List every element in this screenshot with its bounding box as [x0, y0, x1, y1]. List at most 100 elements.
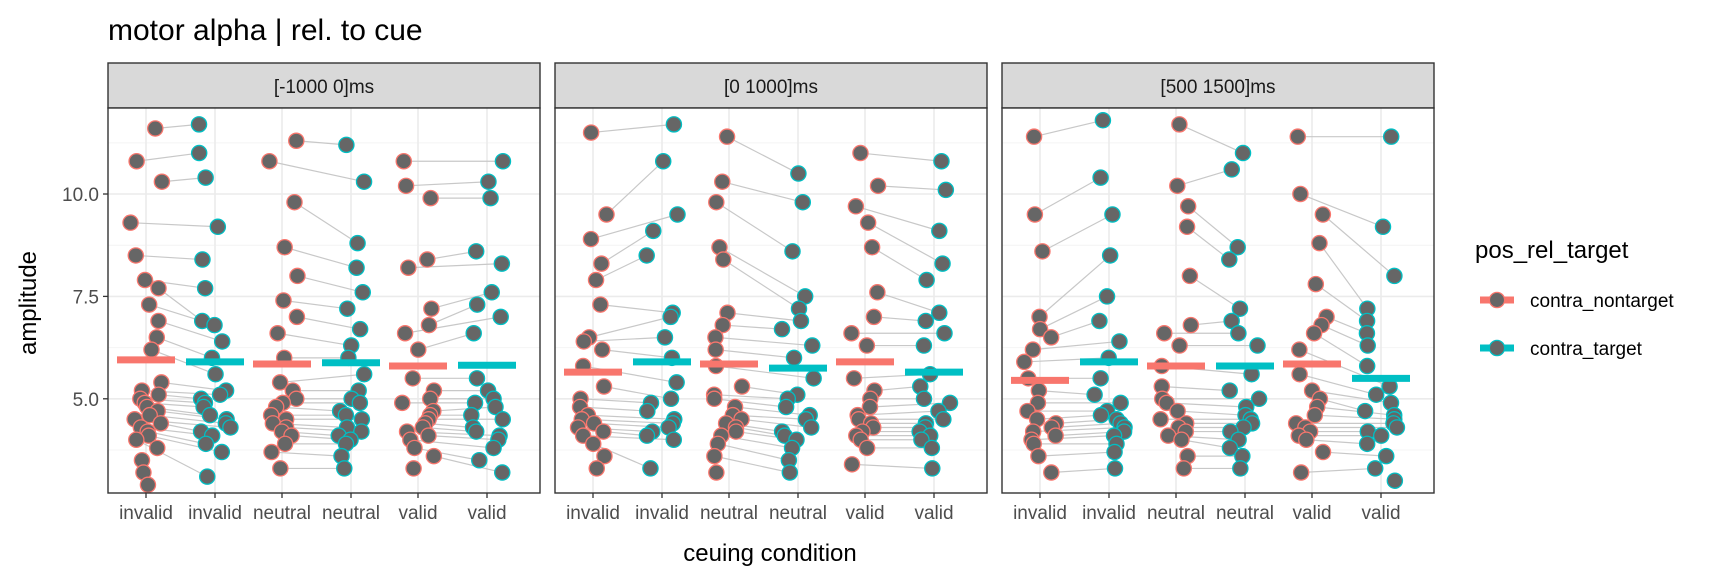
- data-point: [1169, 402, 1186, 420]
- subject-connect-line: [719, 246, 806, 297]
- data-point: [1221, 251, 1238, 268]
- data-point: [859, 214, 877, 231]
- subject-connect-line: [404, 316, 501, 334]
- subject-connect-line: [1300, 193, 1384, 228]
- x-tick-label: invalid: [1013, 503, 1067, 524]
- data-point: [351, 320, 369, 338]
- data-point: [494, 152, 512, 170]
- data-point: [149, 439, 166, 457]
- data-point: [150, 386, 167, 403]
- x-tick-label: invalid: [1082, 503, 1136, 524]
- x-tick-label: valid: [398, 503, 437, 524]
- subject-connect-line: [1038, 390, 1095, 396]
- subject-connect-line: [1177, 410, 1246, 416]
- data-point: [222, 419, 239, 436]
- data-point: [485, 439, 502, 457]
- panel-border: [107, 107, 541, 494]
- subject-connect-line: [741, 418, 812, 429]
- subject-connect-line: [1186, 226, 1230, 261]
- data-point: [587, 271, 605, 289]
- subject-connect-line: [1038, 451, 1115, 457]
- subject-connect-line: [1314, 414, 1395, 420]
- data-point: [338, 136, 355, 154]
- data-point: [790, 165, 807, 182]
- subject-connect-line: [602, 349, 673, 359]
- data-point: [708, 193, 725, 211]
- subject-connect-line: [431, 291, 492, 310]
- data-point: [397, 177, 415, 195]
- data-point: [1091, 312, 1108, 330]
- data-point: [206, 316, 223, 334]
- data-point: [642, 460, 659, 477]
- x-tick-label: valid: [1292, 503, 1331, 524]
- data-point: [1031, 320, 1049, 338]
- data-point: [276, 435, 294, 453]
- data-point: [493, 255, 511, 272]
- data-point: [1086, 386, 1103, 403]
- data-point: [190, 144, 208, 162]
- subject-connect-line: [1317, 406, 1395, 416]
- y-axis-label: amplitude: [15, 251, 42, 355]
- subject-connect-line: [433, 455, 503, 474]
- subject-connect-line: [595, 254, 647, 281]
- data-point: [645, 222, 662, 240]
- data-point: [1104, 206, 1121, 223]
- data-point: [706, 447, 723, 465]
- data-point: [707, 341, 724, 358]
- data-point: [662, 390, 680, 408]
- data-point: [847, 198, 865, 215]
- data-point: [777, 398, 795, 416]
- data-point: [190, 116, 208, 133]
- subject-connect-line: [1039, 254, 1111, 318]
- data-point: [1250, 390, 1268, 408]
- subject-connect-line: [722, 259, 800, 310]
- data-point: [1358, 357, 1376, 375]
- subject-connect-line: [427, 250, 477, 261]
- data-point: [654, 152, 672, 170]
- data-point: [727, 423, 745, 440]
- subject-connect-line: [406, 181, 489, 187]
- data-point: [1169, 177, 1186, 195]
- data-point: [1307, 275, 1325, 293]
- x-tick-label: neutral: [322, 503, 380, 524]
- data-point: [1292, 185, 1309, 203]
- data-point: [706, 390, 723, 408]
- data-point: [931, 304, 948, 322]
- data-point: [662, 308, 679, 326]
- data-point: [468, 370, 486, 387]
- subject-connect-line: [277, 332, 352, 347]
- subject-connect-line: [294, 201, 358, 244]
- subject-connect-line: [580, 398, 652, 404]
- data-point: [487, 398, 504, 416]
- facet-strip: [1001, 62, 1435, 109]
- data-point: [1173, 431, 1190, 449]
- subject-connect-line: [726, 136, 799, 175]
- legend-title: pos_rel_target: [1475, 237, 1629, 264]
- data-point: [423, 300, 440, 317]
- data-point: [1291, 365, 1308, 383]
- data-point: [139, 476, 157, 494]
- data-point: [197, 169, 214, 186]
- data-point: [1106, 443, 1123, 461]
- data-point: [935, 411, 952, 428]
- data-point: [1314, 206, 1332, 223]
- data-point: [794, 193, 812, 211]
- data-point: [353, 423, 370, 440]
- subject-connect-line: [1179, 123, 1244, 154]
- subject-connect-line: [1306, 439, 1368, 445]
- data-point: [1372, 427, 1390, 444]
- subject-connect-line: [583, 336, 665, 343]
- data-point: [1306, 406, 1324, 424]
- data-point: [483, 284, 501, 301]
- subject-connect-line: [591, 123, 674, 134]
- data-point: [941, 394, 959, 412]
- x-tick-label: invalid: [635, 503, 689, 524]
- x-tick-label: invalid: [566, 503, 620, 524]
- subject-connect-line: [714, 455, 790, 474]
- data-point: [1175, 460, 1193, 477]
- data-point: [595, 423, 612, 440]
- data-point: [271, 374, 289, 391]
- data-point: [869, 284, 886, 301]
- subject-connect-line: [1032, 340, 1120, 351]
- subject-connect-line: [600, 303, 673, 314]
